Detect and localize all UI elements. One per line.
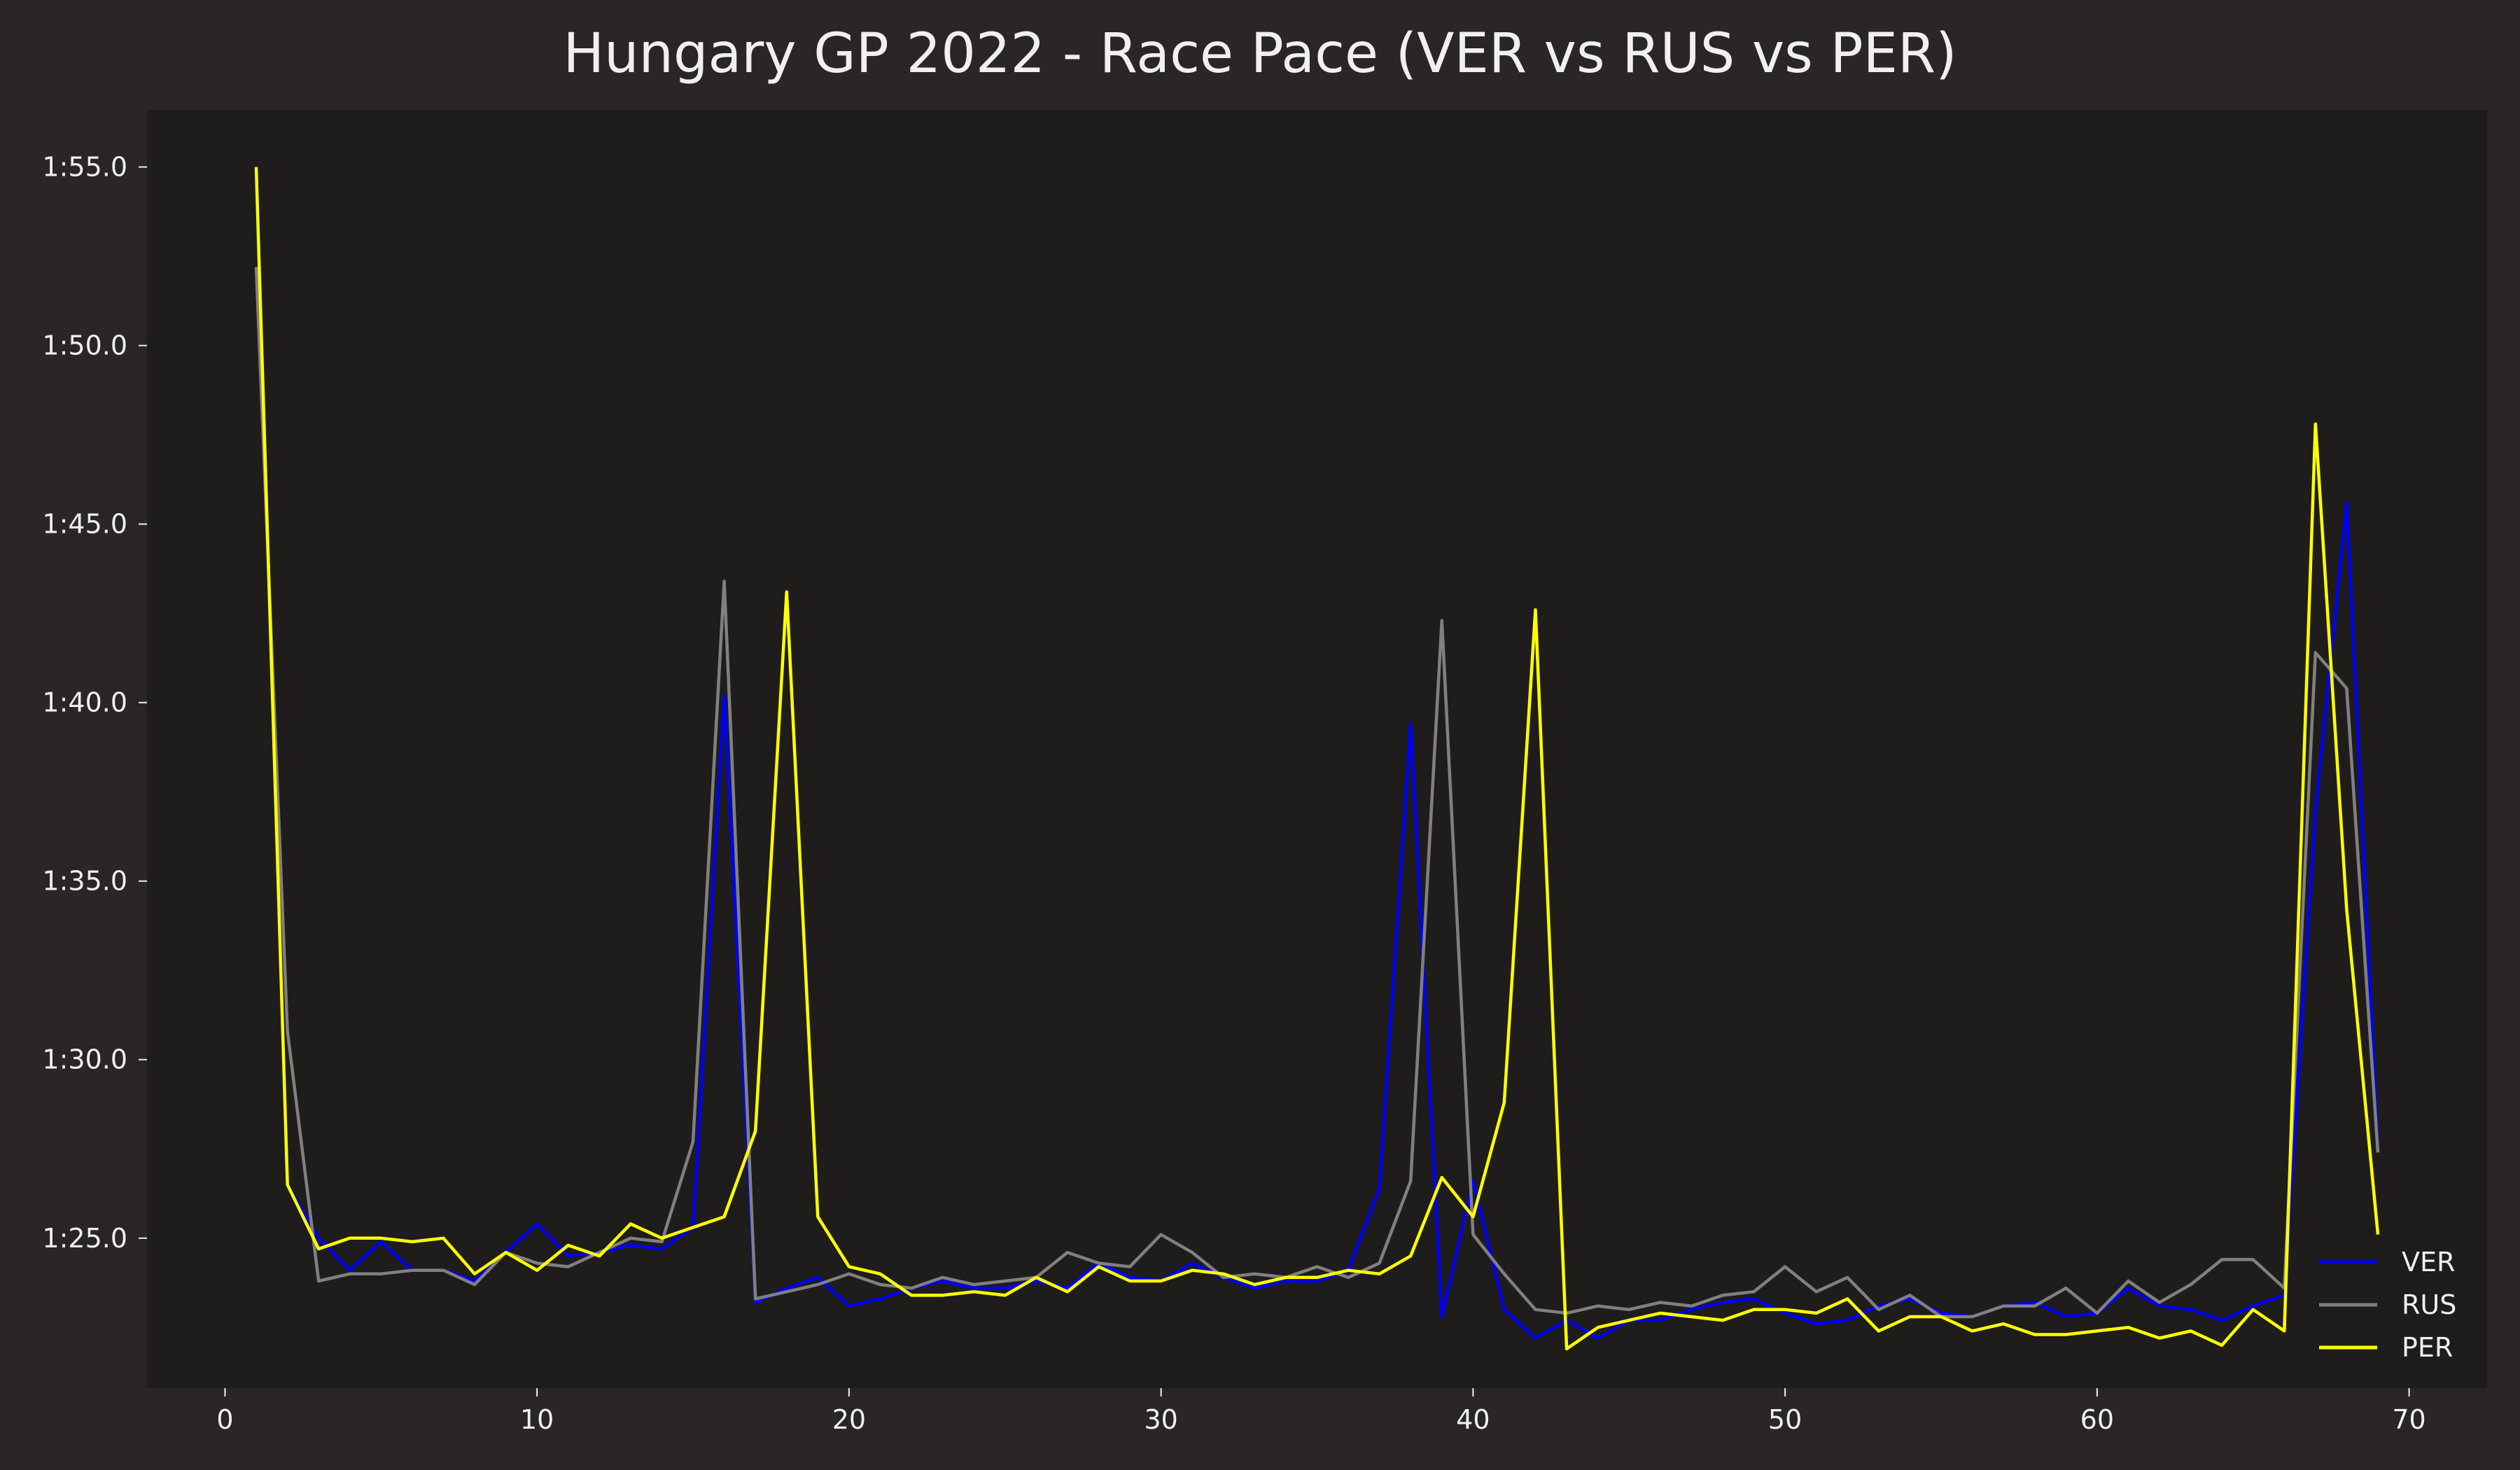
y-tick-label: 1:50.0 — [42, 330, 127, 361]
y-tick-label: 1:55.0 — [42, 152, 127, 183]
series-line-per — [254, 167, 2380, 1351]
y-tick-label: 1:45.0 — [42, 509, 127, 540]
y-tick-label: 1:25.0 — [42, 1223, 127, 1254]
chart-title: Hungary GP 2022 - Race Pace (VER vs RUS … — [563, 22, 1956, 85]
x-tick-label: 60 — [2080, 1404, 2114, 1435]
legend-label-ver: VER — [2402, 1247, 2455, 1278]
y-axis: 1:25.0 1:30.0 1:35.0 1:40.0 1:45.0 1:50.0 1:55… — [42, 152, 147, 1254]
x-tick-label: 50 — [1768, 1404, 1802, 1435]
x-tick-label: 40 — [1456, 1404, 1490, 1435]
x-tick-label: 20 — [832, 1404, 866, 1435]
x-axis: 0 10 20 30 40 50 60 70 — [216, 1388, 2426, 1435]
y-tick-label: 1:30.0 — [42, 1044, 127, 1075]
y-tick-label: 1:35.0 — [42, 866, 127, 897]
legend: VER RUS PER — [2319, 1247, 2456, 1363]
x-tick-label: 70 — [2392, 1404, 2426, 1435]
legend-label-per: PER — [2402, 1332, 2453, 1363]
plot-area — [147, 110, 2487, 1388]
x-tick-label: 30 — [1144, 1404, 1177, 1435]
series-line-rus — [254, 267, 2380, 1319]
series-lines — [254, 167, 2380, 1351]
series-line-ver — [254, 167, 2380, 1340]
y-tick-label: 1:40.0 — [42, 687, 127, 718]
x-tick-label: 10 — [520, 1404, 554, 1435]
x-tick-label: 0 — [216, 1404, 233, 1435]
legend-label-rus: RUS — [2402, 1289, 2456, 1320]
